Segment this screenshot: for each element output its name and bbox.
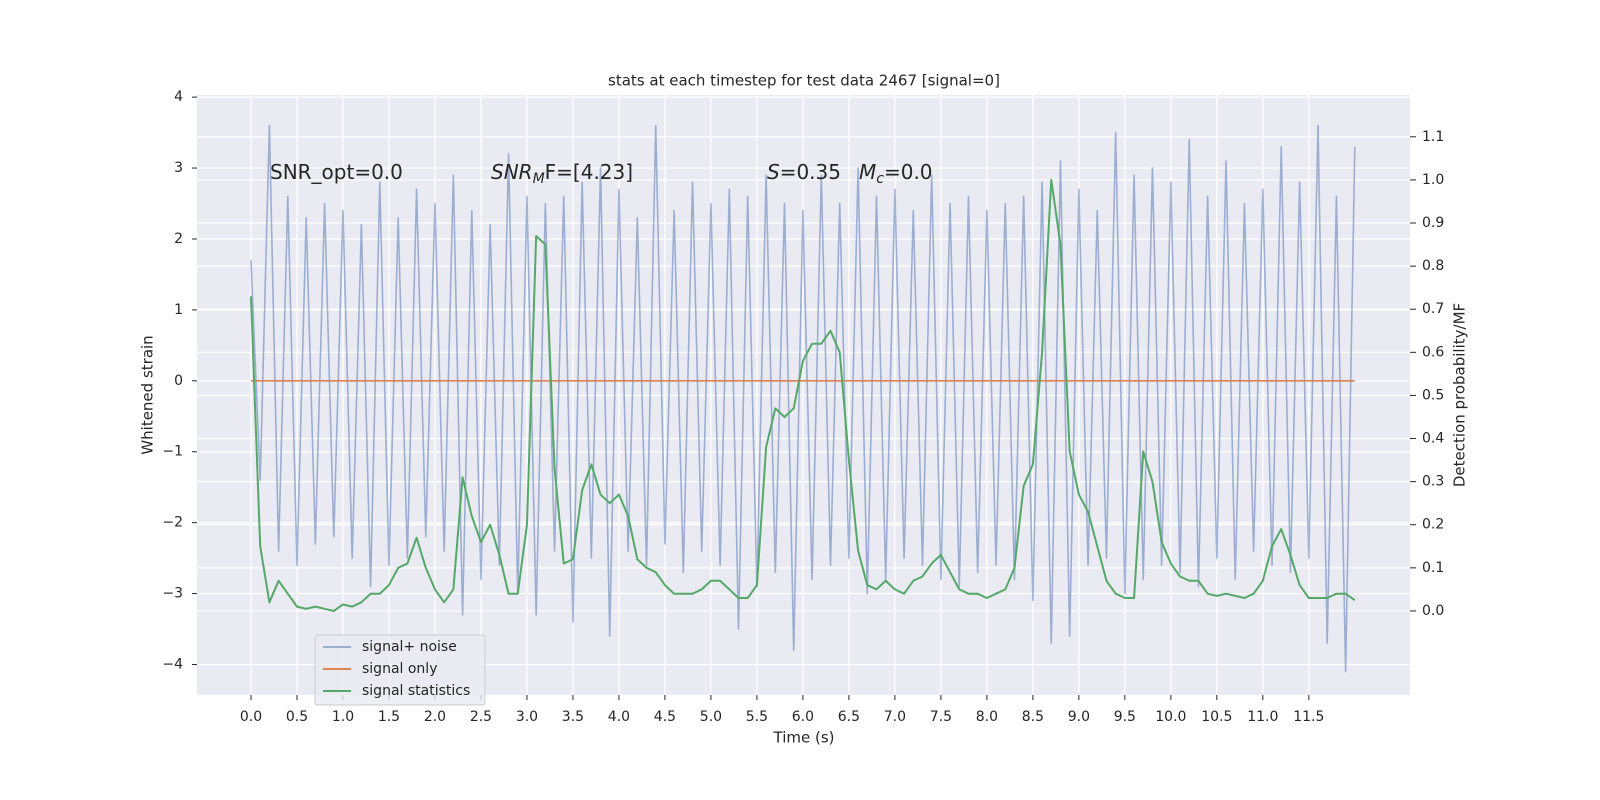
series-line <box>250 124 1356 673</box>
y-tick-label: −4 <box>162 657 183 673</box>
y2-tick-label: 0.8 <box>1422 258 1444 274</box>
y2-axis-label: Detection probability/MF <box>1451 303 1469 487</box>
legend-label: signal+ noise <box>362 639 457 655</box>
annotation-base: S <box>767 160 780 184</box>
y-tick-label: −3 <box>162 586 183 602</box>
annotation: Mc=0.0 <box>859 160 933 188</box>
y-tick-label: 3 <box>174 160 183 176</box>
x-tick-label: 8.0 <box>976 709 998 725</box>
x-tick-label: 3.5 <box>562 709 584 725</box>
annotation-rest: =0.0 <box>884 160 933 184</box>
x-tick-label: 7.0 <box>884 709 906 725</box>
y-tick-label: 1 <box>174 302 183 318</box>
axes: 0.0 0.5 1.0 1.5 2.0 2.5 3.0 3.5 4.0 4.5 5.0 5.5 6.0 6… <box>162 89 1444 725</box>
marks <box>249 124 1356 673</box>
y2-tick-label: 0.9 <box>1422 215 1444 231</box>
x-tick-label: 0.5 <box>286 709 308 725</box>
x-tick-label: 5.5 <box>746 709 768 725</box>
x-tick-label: 4.5 <box>654 709 676 725</box>
x-tick-label: 6.0 <box>792 709 814 725</box>
y2-tick-label: 0.5 <box>1422 387 1444 403</box>
chart-title: stats at each timestep for test data 246… <box>608 72 1000 90</box>
x-tick-label: 11.0 <box>1247 709 1278 725</box>
legend-label: signal statistics <box>362 683 470 699</box>
x-tick-label: 2.0 <box>424 709 446 725</box>
x-tick-label: 2.5 <box>470 709 492 725</box>
annotation-base: M <box>859 160 876 184</box>
annotation-sub: M <box>533 171 545 187</box>
x-tick-label: 9.5 <box>1114 709 1136 725</box>
legend-label: signal only <box>362 661 437 677</box>
x-tick-label: 5.0 <box>700 709 722 725</box>
legend: signal+ noise signal only signal statistic… <box>314 634 486 706</box>
annotation-rest: =0.35 <box>780 160 841 184</box>
legend-box <box>314 634 486 706</box>
x-tick-label: 8.5 <box>1022 709 1044 725</box>
x-tick-label: 6.5 <box>838 709 860 725</box>
y2-tick-label: 1.1 <box>1422 129 1444 145</box>
y2-tick-label: 1.0 <box>1422 172 1444 188</box>
annotation-base: SNR_opt=0.0 <box>270 160 403 184</box>
annotation: S=0.35 <box>767 160 841 184</box>
y-tick-label: 4 <box>174 89 183 105</box>
x-tick-label: 9.0 <box>1068 709 1090 725</box>
y2-tick-label: 0.1 <box>1422 560 1444 576</box>
x-tick-label: 10.0 <box>1155 709 1186 725</box>
y-axis-label: Whitened strain <box>139 335 157 454</box>
series-line <box>249 178 1356 612</box>
annotation-sub: c <box>876 171 884 187</box>
annotation: SNR_opt=0.0 <box>270 160 403 184</box>
y2-tick-label: 0.4 <box>1422 431 1444 447</box>
annotation-base: SNR <box>491 160 533 184</box>
y2-tick-label: 0.6 <box>1422 344 1444 360</box>
x-tick-label: 1.0 <box>332 709 354 725</box>
x-tick-label: 4.0 <box>608 709 630 725</box>
y-tick-label: −2 <box>162 515 183 531</box>
annotation-rest: F=[4.23] <box>545 160 633 184</box>
x-tick-label: 11.5 <box>1293 709 1324 725</box>
y-tick-label: −1 <box>162 444 183 460</box>
x-tick-label: 1.5 <box>378 709 400 725</box>
y2-tick-label: 0.7 <box>1422 301 1444 317</box>
annotation: SNRMF=[4.23] <box>491 160 633 188</box>
x-tick-label: 10.5 <box>1201 709 1232 725</box>
x-tick-label: 0.0 <box>240 709 262 725</box>
y2-tick-label: 0.0 <box>1422 603 1444 619</box>
y2-tick-label: 0.3 <box>1422 474 1444 490</box>
annotations: SNR_opt=0.0 SNRMF=[4.23] S=0.35 Mc=0.0 <box>270 160 933 188</box>
x-tick-label: 3.0 <box>516 709 538 725</box>
x-axis-label: Time (s) <box>773 729 835 747</box>
y2-tick-label: 0.2 <box>1422 517 1444 533</box>
x-tick-label: 7.5 <box>930 709 952 725</box>
y-tick-label: 2 <box>174 231 183 247</box>
y-tick-label: 0 <box>174 373 183 389</box>
